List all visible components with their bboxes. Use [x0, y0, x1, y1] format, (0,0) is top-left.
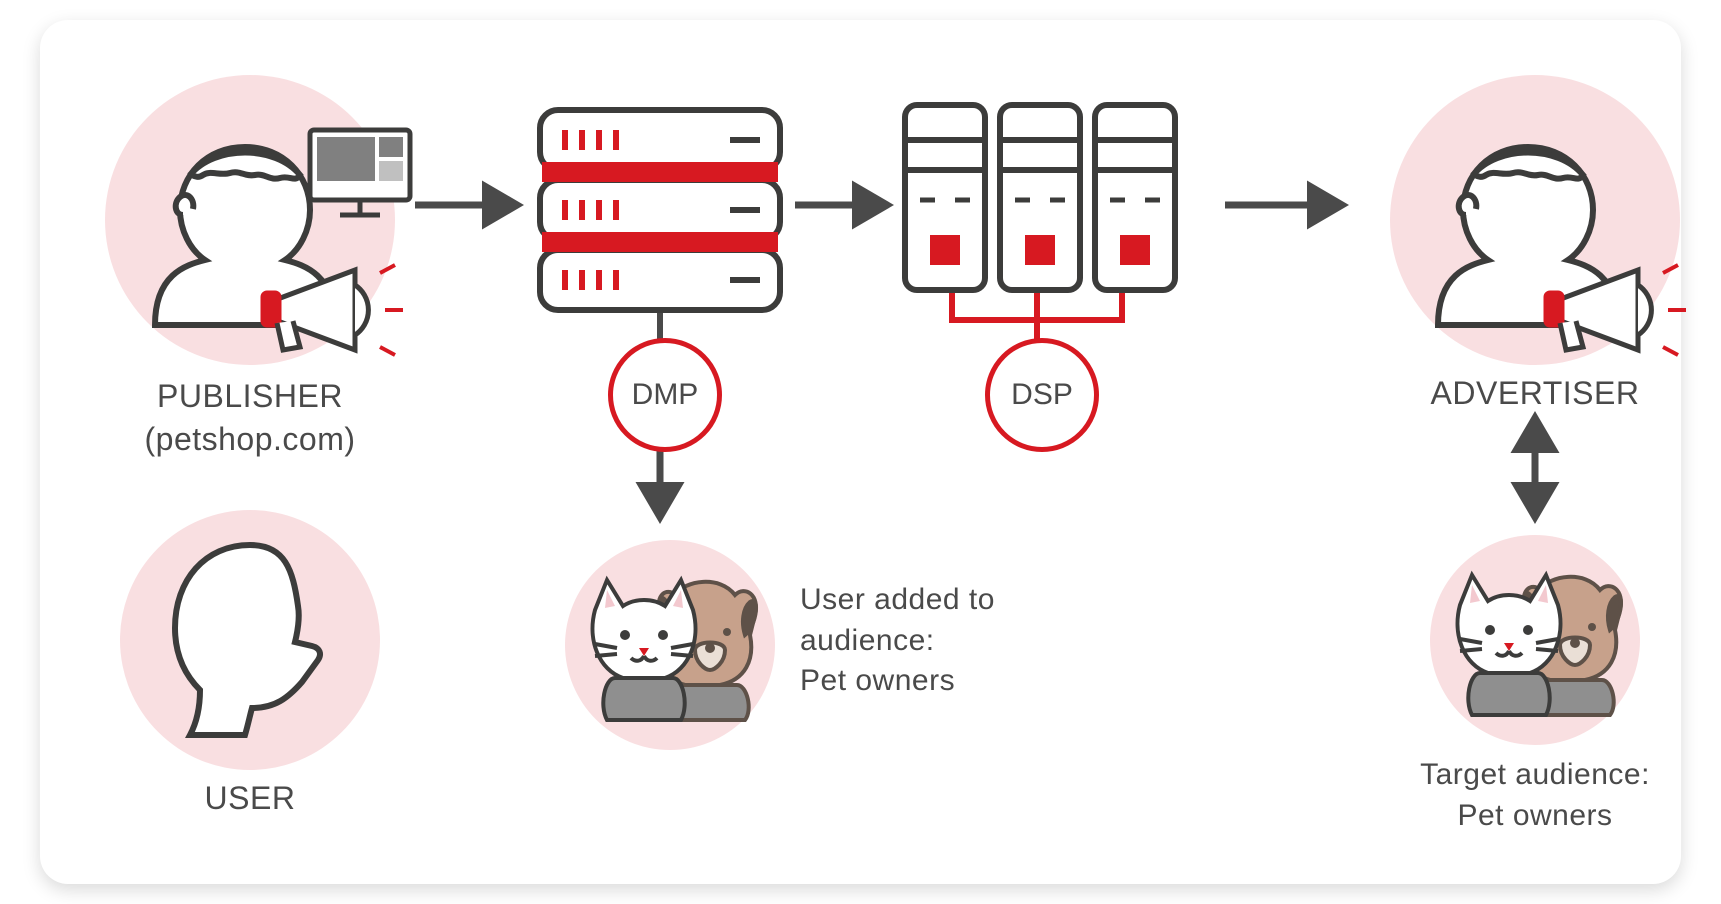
dsp-bubble: DSP	[985, 338, 1099, 452]
publisher-label-line1: PUBLISHER	[80, 375, 420, 418]
dmp-label: DMP	[632, 378, 699, 412]
dmp-bubble: DMP	[608, 338, 722, 452]
dsp-servers-icon	[890, 90, 1190, 310]
advertiser-label: ADVERTISER	[1370, 375, 1700, 412]
user-icon	[120, 510, 380, 770]
dmp-stack-icon	[530, 100, 790, 320]
diagram-canvas: DMP DSP	[0, 0, 1721, 904]
audience-text: User added to audience: Pet owners	[800, 580, 1080, 702]
user-label: USER	[120, 780, 380, 817]
target-text: Target audience: Pet owners	[1390, 755, 1680, 836]
pets-audience-icon	[565, 540, 775, 750]
publisher-label-line2: (petshop.com)	[80, 418, 420, 461]
publisher-icon	[95, 75, 415, 375]
advertiser-icon	[1378, 75, 1698, 375]
publisher-label: PUBLISHER (petshop.com)	[80, 375, 420, 461]
pets-target-icon	[1430, 535, 1640, 745]
diagram-card: DMP DSP	[40, 20, 1681, 884]
dsp-label: DSP	[1011, 378, 1073, 412]
